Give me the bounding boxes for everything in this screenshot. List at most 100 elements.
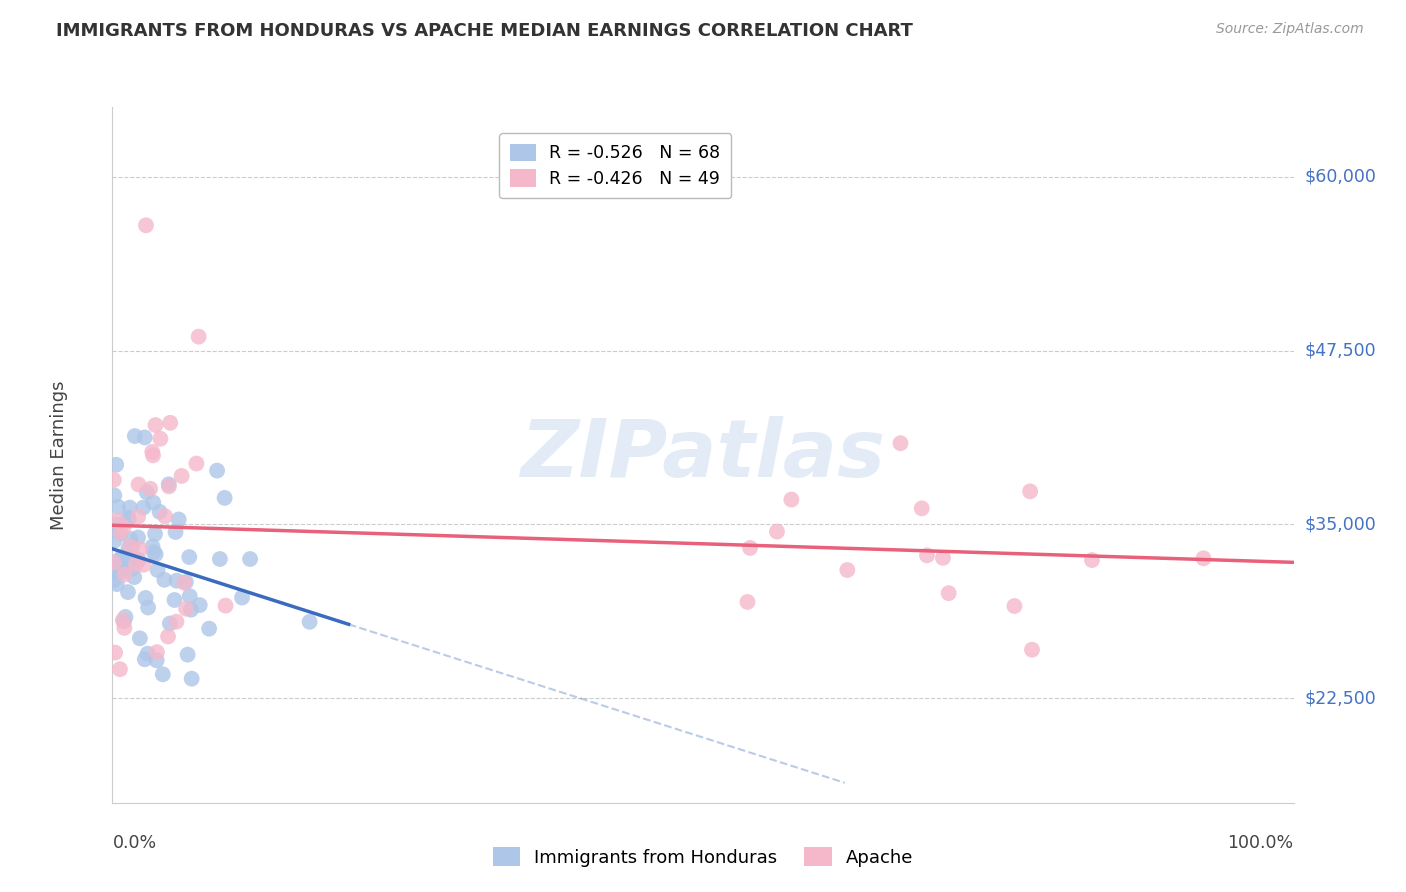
Point	[112, 621, 135, 635]
Point	[104, 646, 127, 660]
Point	[186, 457, 208, 471]
Point	[111, 550, 134, 565]
Point	[136, 647, 159, 661]
Text: 100.0%: 100.0%	[1227, 834, 1294, 852]
Point	[1192, 551, 1215, 566]
Point	[112, 614, 135, 628]
Point	[127, 531, 149, 545]
Point	[128, 553, 150, 567]
Point	[129, 542, 152, 557]
Point	[120, 532, 142, 546]
Point	[111, 561, 134, 575]
Point	[110, 526, 132, 541]
Point	[179, 550, 201, 565]
Point	[121, 539, 143, 553]
Point	[176, 648, 198, 662]
Point	[132, 558, 155, 572]
Point	[128, 632, 150, 646]
Point	[104, 533, 127, 548]
Point	[135, 485, 157, 500]
Point	[139, 482, 162, 496]
Text: ZIPatlas: ZIPatlas	[520, 416, 886, 494]
Point	[173, 575, 195, 590]
Legend: Immigrants from Honduras, Apache: Immigrants from Honduras, Apache	[485, 840, 921, 874]
Point	[157, 479, 180, 493]
Point	[118, 513, 141, 527]
Point	[167, 512, 190, 526]
Point	[132, 500, 155, 515]
Point	[298, 615, 321, 629]
Point	[738, 541, 761, 555]
Text: $60,000: $60,000	[1305, 168, 1376, 186]
Point	[108, 559, 131, 574]
Point	[889, 436, 911, 450]
Point	[239, 552, 262, 566]
Point	[122, 570, 145, 584]
Point	[118, 500, 141, 515]
Point	[157, 630, 180, 644]
Text: Median Earnings: Median Earnings	[51, 380, 69, 530]
Point	[153, 509, 176, 524]
Point	[214, 599, 236, 613]
Point	[179, 589, 201, 603]
Point	[1081, 553, 1104, 567]
Point	[110, 525, 132, 540]
Point	[142, 545, 165, 559]
Point	[157, 477, 180, 491]
Point	[108, 662, 131, 676]
Point	[103, 556, 125, 570]
Point	[188, 598, 211, 612]
Point	[198, 622, 221, 636]
Point	[120, 540, 142, 554]
Point	[121, 562, 143, 576]
Point	[152, 667, 174, 681]
Point	[146, 645, 169, 659]
Point	[135, 219, 157, 233]
Point	[141, 445, 163, 459]
Point	[107, 500, 129, 514]
Point	[105, 513, 128, 527]
Point	[149, 432, 172, 446]
Point	[915, 549, 938, 563]
Point	[205, 464, 228, 478]
Text: Source: ZipAtlas.com: Source: ZipAtlas.com	[1216, 22, 1364, 37]
Point	[145, 653, 167, 667]
Point	[117, 541, 139, 556]
Point	[127, 509, 149, 524]
Point	[187, 329, 209, 343]
Point	[110, 566, 132, 580]
Point	[214, 491, 236, 505]
Point	[163, 593, 186, 607]
Text: $47,500: $47,500	[1305, 342, 1376, 359]
Point	[141, 540, 163, 554]
Point	[938, 586, 960, 600]
Point	[136, 600, 159, 615]
Point	[117, 510, 139, 524]
Point	[170, 469, 193, 483]
Point	[766, 524, 789, 539]
Point	[103, 473, 125, 487]
Point	[1021, 642, 1043, 657]
Point	[153, 573, 176, 587]
Point	[135, 591, 157, 605]
Point	[134, 652, 156, 666]
Point	[165, 524, 187, 539]
Point	[108, 552, 131, 566]
Point	[105, 458, 128, 472]
Point	[105, 517, 128, 532]
Point	[122, 551, 145, 566]
Point	[143, 527, 166, 541]
Point	[932, 550, 955, 565]
Point	[103, 488, 125, 502]
Point	[159, 616, 181, 631]
Point	[1019, 484, 1042, 499]
Point	[166, 574, 188, 588]
Point	[1002, 599, 1025, 613]
Point	[105, 564, 128, 578]
Point	[208, 552, 231, 566]
Point	[142, 449, 165, 463]
Point	[125, 558, 148, 572]
Point	[174, 601, 197, 615]
Point	[146, 563, 169, 577]
Point	[165, 615, 187, 629]
